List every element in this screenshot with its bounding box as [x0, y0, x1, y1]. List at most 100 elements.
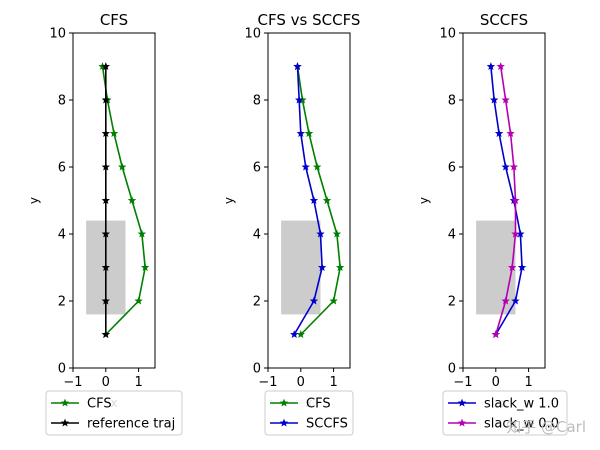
series-0-point: [501, 162, 510, 171]
series-1-point: [101, 62, 110, 71]
y-tick-label: 0: [58, 362, 66, 377]
legend-box: [45, 390, 183, 436]
y-tick-label: 10: [439, 27, 456, 42]
series-0-point: [516, 229, 525, 238]
x-tick-label: 1: [329, 375, 337, 390]
y-axis-label: y: [27, 197, 41, 204]
legend-marker-1: [279, 418, 289, 427]
series-0-point: [494, 129, 504, 138]
series-1-point: [509, 162, 519, 171]
series-1-point: [101, 263, 110, 272]
series-1-point: [501, 296, 510, 305]
y-tick-label: 0: [448, 362, 456, 377]
y-tick-label: 8: [448, 94, 456, 109]
x-tick-label: 0: [297, 375, 305, 390]
series-1-point: [317, 263, 327, 272]
series-0-point: [118, 162, 127, 171]
legend-marker-0: [279, 398, 289, 407]
legend-label-1: reference traj: [87, 417, 175, 432]
legend-marker-1: [60, 418, 70, 427]
series-1-point: [316, 229, 325, 238]
series-1-point: [491, 330, 500, 339]
series-0-point: [127, 196, 137, 205]
series-0-point: [137, 229, 147, 238]
legend-label-1: SCCFS: [306, 417, 348, 432]
legend-label-0: slack_w 1.0: [484, 397, 559, 412]
series-1-point: [508, 263, 517, 272]
x-tick-label: 1: [134, 375, 142, 390]
axes-frame: [462, 32, 546, 369]
series-0-point: [335, 263, 345, 272]
y-tick-label: 4: [253, 228, 261, 243]
series-1-point: [511, 229, 520, 238]
series-1-point: [496, 62, 505, 71]
legend-marker-0: [60, 398, 70, 407]
series-0-point: [98, 62, 107, 71]
series-0-point: [134, 296, 143, 305]
y-tick-label: 2: [448, 295, 456, 310]
series-1-point: [290, 330, 299, 339]
x-tick-label: 0: [102, 375, 110, 390]
axes-frame: [267, 32, 351, 369]
panel-cfs: −1010246810CFSyxCFSreference traj: [27, 11, 183, 436]
y-tick-label: 6: [253, 161, 261, 176]
legend-box: [442, 390, 568, 436]
series-1-point: [511, 196, 520, 205]
series-1-point: [301, 162, 310, 171]
obstacle-rect: [476, 220, 516, 315]
series-1-point: [101, 129, 110, 138]
y-tick-label: 6: [448, 161, 456, 176]
series-1-point: [101, 162, 110, 171]
series-0-point: [304, 129, 314, 138]
x-tick-label: 0: [492, 375, 500, 390]
y-tick-label: 2: [58, 295, 66, 310]
x-tick-label: 1: [524, 375, 532, 390]
series-1-point: [309, 196, 319, 205]
legend-label-0: CFS: [87, 397, 112, 412]
y-tick-label: 2: [253, 295, 261, 310]
y-tick-label: 0: [253, 362, 261, 377]
series-1-point: [293, 62, 302, 71]
y-tick-label: 10: [244, 27, 261, 42]
series-1-point: [309, 296, 319, 305]
y-tick-label: 4: [448, 228, 456, 243]
y-tick-label: 4: [58, 228, 66, 243]
series-1-point: [501, 95, 510, 104]
y-tick-label: 8: [58, 94, 66, 109]
series-1-point: [101, 196, 110, 205]
legend-marker-1: [457, 418, 467, 427]
series-0-point: [296, 330, 305, 339]
series-1-point: [101, 95, 110, 104]
x-tick-label: −1: [453, 375, 472, 390]
series-1-point: [506, 129, 515, 138]
series-0-point: [517, 263, 527, 272]
chart-title: CFS vs SCCFS: [258, 11, 361, 29]
x-tick-label: −1: [258, 375, 277, 390]
series-0-point: [322, 196, 332, 205]
series-0-point: [489, 95, 499, 104]
series-1-point: [296, 129, 305, 138]
watermark-text: 知乎 @Carl: [506, 418, 586, 436]
x-tick-label: −1: [63, 375, 82, 390]
series-0-point: [140, 263, 150, 272]
y-tick-label: 10: [49, 27, 66, 42]
series-0-point: [332, 229, 342, 238]
series-0-point: [511, 296, 520, 305]
series-1-point: [101, 330, 110, 339]
series-0-point: [486, 62, 496, 71]
series-0-point: [329, 296, 338, 305]
legend-label-1: slack_w 0.0: [484, 417, 559, 432]
y-tick-label: 6: [58, 161, 66, 176]
legend-label-0: CFS: [306, 397, 331, 412]
series-0-point: [298, 95, 307, 104]
series-0-point: [313, 162, 322, 171]
legend-marker-0: [457, 398, 467, 407]
chart-title: SCCFS: [480, 11, 528, 29]
chart-title: CFS: [100, 11, 128, 29]
y-axis-label: y: [222, 197, 236, 204]
y-axis-label: y: [417, 197, 431, 204]
series-1-point: [101, 296, 110, 305]
